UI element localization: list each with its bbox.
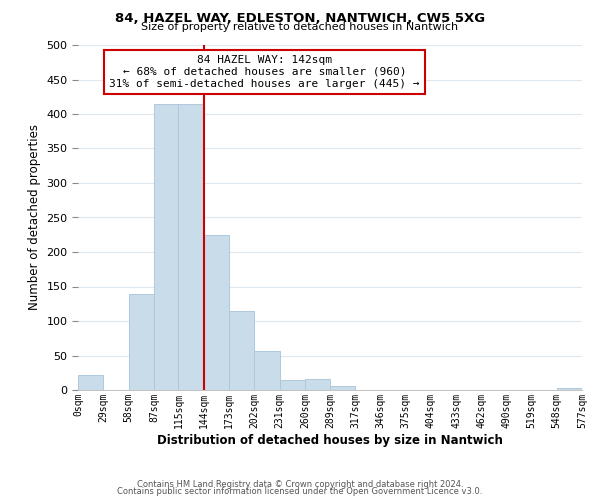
Bar [254, 350, 280, 390]
Bar [305, 379, 331, 390]
X-axis label: Distribution of detached houses by size in Nantwich: Distribution of detached houses by size … [157, 434, 503, 446]
Bar [557, 388, 582, 390]
Text: Contains HM Land Registry data © Crown copyright and database right 2024.: Contains HM Land Registry data © Crown c… [137, 480, 463, 489]
Text: Contains public sector information licensed under the Open Government Licence v3: Contains public sector information licen… [118, 487, 482, 496]
Bar [229, 310, 254, 390]
Text: 84 HAZEL WAY: 142sqm
← 68% of detached houses are smaller (960)
31% of semi-deta: 84 HAZEL WAY: 142sqm ← 68% of detached h… [109, 56, 420, 88]
Text: Size of property relative to detached houses in Nantwich: Size of property relative to detached ho… [142, 22, 458, 32]
Text: 84, HAZEL WAY, EDLESTON, NANTWICH, CW5 5XG: 84, HAZEL WAY, EDLESTON, NANTWICH, CW5 5… [115, 12, 485, 26]
Y-axis label: Number of detached properties: Number of detached properties [28, 124, 41, 310]
Bar [331, 386, 355, 390]
Bar [204, 236, 229, 390]
Bar [128, 294, 154, 390]
Bar [280, 380, 305, 390]
Bar [154, 104, 178, 390]
Bar [78, 375, 103, 390]
Bar [178, 104, 204, 390]
